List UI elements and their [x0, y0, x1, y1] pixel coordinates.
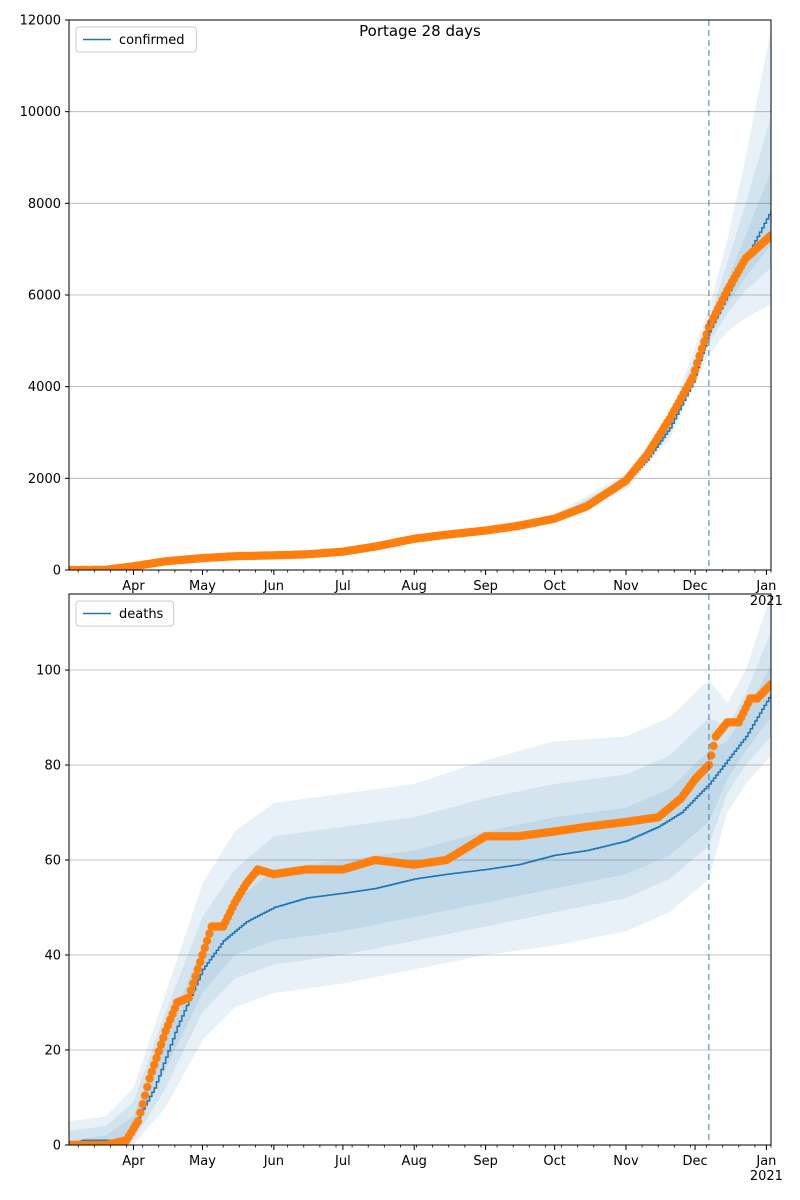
legend-label: confirmed — [119, 33, 185, 48]
data-point — [198, 950, 207, 960]
deaths-panel: 0 20 40 60 80 100 Apr May Jun Jul Aug Sep Oct Nov Dec J… — [36, 593, 783, 1184]
data-point — [202, 936, 212, 945]
series-line-confirmed — [69, 210, 771, 570]
x-tick-label: Jun — [263, 579, 284, 594]
uncertainty-band — [69, 171, 771, 570]
uncertainty-band — [69, 665, 771, 1145]
data-point — [150, 1060, 159, 1070]
data-point — [193, 965, 203, 974]
data-point — [766, 680, 771, 689]
y-tick-label: 8000 — [28, 197, 61, 212]
data-point — [154, 1047, 163, 1056]
x-tick-label: 2021 — [750, 594, 783, 609]
data-point — [191, 972, 200, 981]
data-point — [695, 351, 704, 361]
data-point — [697, 344, 707, 353]
x-tick-label: 2021 — [750, 1169, 783, 1184]
y-tick-label: 40 — [44, 949, 61, 964]
y-tick-label: 0 — [53, 564, 61, 579]
x-tick-label: May — [189, 1154, 216, 1169]
x-tick-label: Nov — [613, 1154, 639, 1169]
y-tick-label: 0 — [53, 1139, 61, 1154]
data-point — [196, 957, 205, 967]
data-point — [200, 943, 209, 953]
data-point — [143, 1082, 152, 1092]
legend: confirmed — [75, 26, 197, 53]
legend: deaths — [75, 600, 175, 627]
data-point — [189, 979, 198, 988]
uncertainty-band — [69, 594, 771, 1145]
chart-title: Portage 28 days — [359, 22, 481, 40]
x-tick-label: Nov — [613, 579, 639, 594]
legend-box — [75, 600, 175, 627]
data-point — [700, 337, 709, 346]
x-tick-label: Jan — [755, 579, 776, 594]
legend-label: deaths — [119, 607, 164, 622]
confirmed-panel: 0 2000 4000 6000 8000 10000 12000 Apr May Jun Jul A… — [20, 14, 783, 610]
x-tick-label: Oct — [543, 1154, 565, 1169]
data-point — [690, 366, 700, 375]
uncertainty-band — [69, 632, 771, 1145]
y-tick-label: 60 — [44, 854, 61, 869]
plot-area — [69, 29, 771, 570]
x-tick-label: Jul — [334, 1154, 351, 1169]
uncertainty-band — [69, 29, 771, 570]
y-tick-label: 4000 — [28, 380, 61, 395]
series-line-deaths — [69, 693, 771, 1145]
data-point — [159, 1033, 168, 1043]
data-point — [136, 1108, 145, 1117]
data-point — [186, 986, 196, 995]
observed-points — [69, 231, 771, 570]
x-tick-label: Jan — [755, 1154, 776, 1169]
data-point — [140, 1091, 150, 1100]
y-tick-label: 80 — [44, 759, 61, 774]
x-tick-label: Sep — [473, 579, 498, 594]
y-tick-label: 100 — [36, 664, 61, 679]
data-point — [133, 1117, 143, 1126]
y-tick-label: 20 — [44, 1044, 61, 1059]
plot-area — [69, 594, 771, 1145]
data-point — [184, 993, 193, 1002]
x-tick-label: Aug — [402, 1154, 427, 1169]
data-point — [147, 1067, 157, 1076]
x-tick-label: Sep — [473, 1154, 498, 1169]
data-point — [145, 1074, 154, 1083]
uncertainty-band — [69, 116, 771, 570]
y-tick-label: 10000 — [20, 105, 61, 120]
y-tick-label: 12000 — [20, 14, 61, 29]
x-tick-label: Dec — [682, 1154, 707, 1169]
data-point — [138, 1100, 147, 1109]
x-tick-label: Jul — [334, 579, 351, 594]
observed-points — [69, 680, 771, 1145]
x-tick-label: May — [189, 579, 216, 594]
axes-frame — [68, 593, 772, 1146]
data-point — [766, 231, 771, 240]
data-point — [205, 929, 214, 938]
x-tick-label: Jun — [263, 1154, 284, 1169]
data-point — [688, 373, 697, 382]
x-tick-label: Apr — [122, 579, 145, 594]
data-point — [693, 358, 702, 368]
data-point — [152, 1053, 161, 1063]
y-tick-label: 2000 — [28, 472, 61, 487]
data-point — [709, 741, 718, 751]
x-tick-label: Aug — [402, 579, 427, 594]
legend-box — [75, 26, 197, 53]
data-point — [156, 1040, 166, 1049]
x-tick-label: Oct — [543, 579, 565, 594]
x-tick-label: Dec — [682, 579, 707, 594]
y-tick-label: 6000 — [28, 289, 61, 304]
x-tick-label: Apr — [122, 1154, 145, 1169]
